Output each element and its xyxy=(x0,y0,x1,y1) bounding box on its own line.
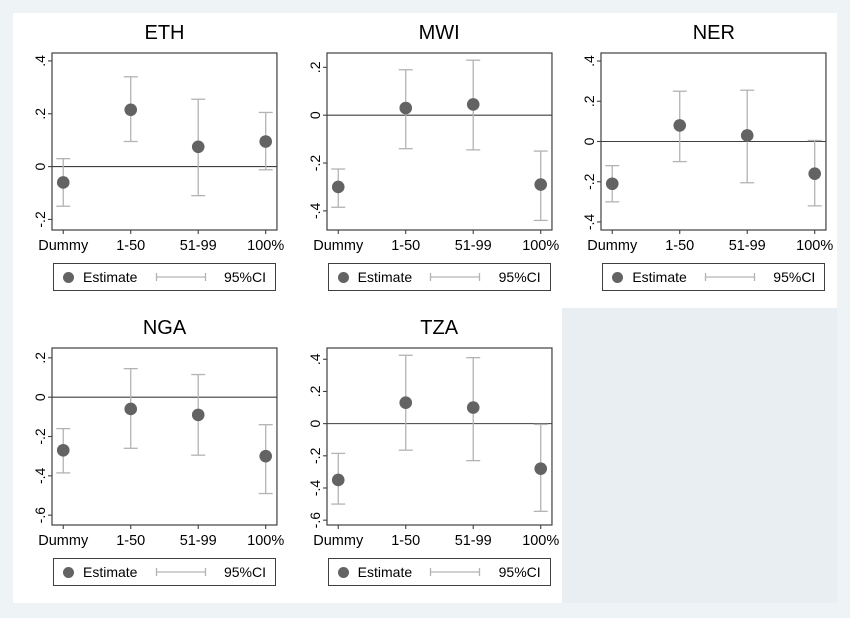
empty-cell xyxy=(562,308,837,603)
svg-text:51-99: 51-99 xyxy=(454,533,491,549)
svg-text:Dummy: Dummy xyxy=(313,238,364,254)
svg-text:0: 0 xyxy=(307,111,323,119)
panel-title-mwi: MWI xyxy=(418,22,460,44)
coefficient-plot-figure: .4 .2 0 -.2 Dummy 1-50 51-99 100% ETH Estimate … xyxy=(13,13,837,603)
estimate-marker-icon xyxy=(337,566,349,578)
ner-plot: .4 .2 0 -.2 -.4 Dummy 1-50 51-99 100% xyxy=(581,52,834,254)
svg-text:.2: .2 xyxy=(32,352,48,364)
svg-text:100%: 100% xyxy=(247,238,284,254)
tza-plot: .4 .2 0 -.2 -.4 -.6 Dummy 1-50 51-99 100% xyxy=(307,347,559,549)
panel-nga: .2 0 -.2 -.4 -.6 Dummy 1-50 51-99 100% NGA Estim… xyxy=(13,308,288,603)
panel-title-nga: NGA xyxy=(142,317,187,339)
ci-errorbar-icon xyxy=(155,273,206,281)
svg-text:100%: 100% xyxy=(522,533,559,549)
legend-eth: Estimate 95%CI xyxy=(53,263,276,291)
estimate-marker-icon xyxy=(337,271,349,283)
legend-ci-label: 95%CI xyxy=(223,564,266,580)
svg-text:1-50: 1-50 xyxy=(116,533,145,549)
legend-nga: Estimate 95%CI xyxy=(53,558,276,586)
panel-title-tza: TZA xyxy=(420,317,459,339)
legend-ner: Estimate 95%CI xyxy=(602,263,826,291)
svg-text:100%: 100% xyxy=(522,238,559,254)
svg-text:Dummy: Dummy xyxy=(38,533,89,549)
estimate-marker-icon xyxy=(612,271,624,283)
legend-estimate-label: Estimate xyxy=(632,269,687,285)
svg-text:-.6: -.6 xyxy=(307,512,323,529)
estimate-marker-icon xyxy=(63,271,74,283)
nga-plot: .2 0 -.2 -.4 -.6 Dummy 1-50 51-99 100% xyxy=(32,347,284,549)
legend-tza: Estimate 95%CI xyxy=(327,558,551,586)
svg-text:100%: 100% xyxy=(247,533,284,549)
svg-text:0: 0 xyxy=(32,393,48,401)
legend-estimate-label: Estimate xyxy=(83,269,138,285)
svg-text:.4: .4 xyxy=(307,353,323,365)
ci-errorbar-icon xyxy=(430,568,481,576)
svg-text:.2: .2 xyxy=(307,61,323,73)
mwi-plot: .2 0 -.2 -.4 Dummy 1-50 51-99 100% xyxy=(307,52,559,254)
svg-text:-.2: -.2 xyxy=(32,428,48,445)
svg-text:-.4: -.4 xyxy=(581,214,597,231)
svg-text:1-50: 1-50 xyxy=(391,238,420,254)
svg-text:51-99: 51-99 xyxy=(180,238,217,254)
panel-title-eth: ETH xyxy=(144,22,185,44)
svg-text:Dummy: Dummy xyxy=(588,238,639,254)
svg-text:.2: .2 xyxy=(307,385,323,397)
estimate-marker-icon xyxy=(63,566,74,578)
legend-estimate-label: Estimate xyxy=(83,564,138,580)
legend-mwi: Estimate 95%CI xyxy=(327,263,551,291)
legend-ci-label: 95%CI xyxy=(223,269,266,285)
svg-text:-.2: -.2 xyxy=(581,173,597,190)
svg-text:1-50: 1-50 xyxy=(666,238,695,254)
svg-text:1-50: 1-50 xyxy=(116,238,145,254)
svg-text:.2: .2 xyxy=(32,108,48,120)
svg-text:51-99: 51-99 xyxy=(729,238,766,254)
svg-text:0: 0 xyxy=(307,420,323,428)
svg-text:-.4: -.4 xyxy=(307,480,323,497)
svg-text:1-50: 1-50 xyxy=(391,533,420,549)
svg-text:-.2: -.2 xyxy=(307,447,323,464)
legend-ci-label: 95%CI xyxy=(498,564,541,580)
legend-ci-label: 95%CI xyxy=(498,269,541,285)
svg-text:100%: 100% xyxy=(797,238,834,254)
svg-text:-.2: -.2 xyxy=(32,211,48,228)
svg-text:-.6: -.6 xyxy=(32,507,48,524)
svg-text:Dummy: Dummy xyxy=(313,533,364,549)
panel-mwi: .2 0 -.2 -.4 Dummy 1-50 51-99 100% MWI Estimate… xyxy=(287,13,563,308)
svg-text:.4: .4 xyxy=(32,55,48,67)
panel-ner: .4 .2 0 -.2 -.4 Dummy 1-50 51-99 100% NER Estima… xyxy=(562,13,837,308)
svg-text:.4: .4 xyxy=(581,55,597,67)
svg-text:-.4: -.4 xyxy=(307,202,323,219)
panel-tza: .4 .2 0 -.2 -.4 -.6 Dummy 1-50 51-99 100% TZA Est… xyxy=(287,308,563,603)
svg-text:0: 0 xyxy=(581,137,597,145)
legend-estimate-label: Estimate xyxy=(357,269,413,285)
legend-estimate-label: Estimate xyxy=(357,564,413,580)
ci-errorbar-icon xyxy=(155,568,206,576)
ci-errorbar-icon xyxy=(704,273,756,281)
ci-errorbar-icon xyxy=(430,273,481,281)
legend-ci-label: 95%CI xyxy=(773,269,816,285)
svg-text:-.2: -.2 xyxy=(307,155,323,172)
svg-text:51-99: 51-99 xyxy=(180,533,217,549)
svg-text:0: 0 xyxy=(32,162,48,170)
eth-plot: .4 .2 0 -.2 Dummy 1-50 51-99 100% xyxy=(32,52,284,254)
panel-title-ner: NER xyxy=(692,22,735,44)
panel-eth: .4 .2 0 -.2 Dummy 1-50 51-99 100% ETH Estimate … xyxy=(13,13,288,308)
svg-text:-.4: -.4 xyxy=(32,467,48,484)
svg-text:51-99: 51-99 xyxy=(454,238,491,254)
svg-text:.2: .2 xyxy=(581,95,597,107)
svg-text:Dummy: Dummy xyxy=(38,238,89,254)
